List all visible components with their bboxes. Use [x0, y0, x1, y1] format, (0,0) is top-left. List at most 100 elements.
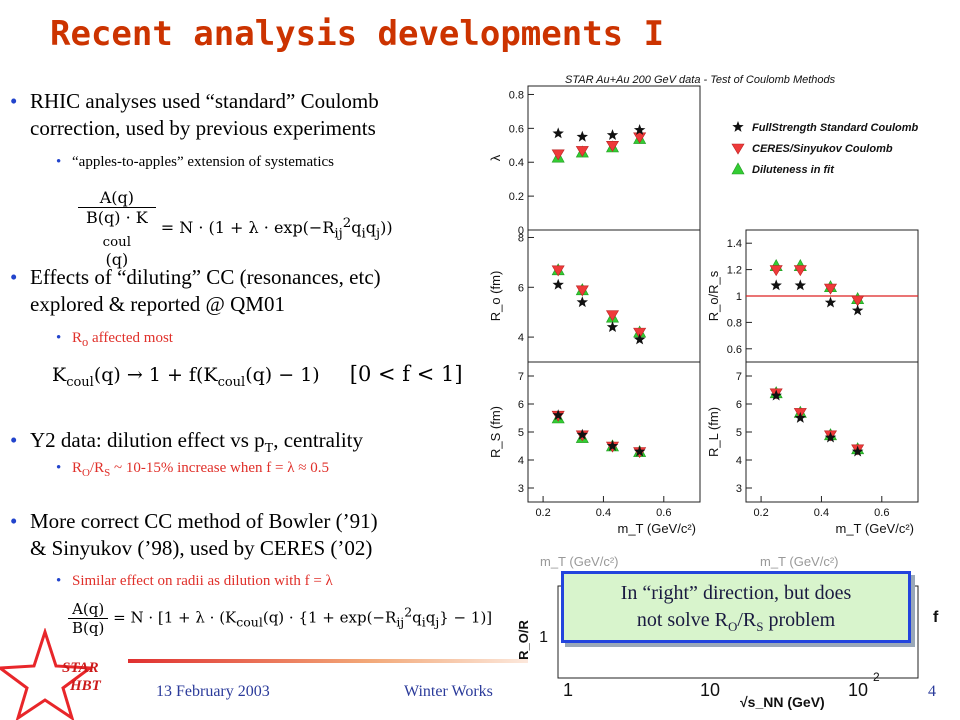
equation-fraction: A(q) B(q) [68, 600, 109, 637]
legend-label: Diluteness in fit [752, 164, 835, 176]
y-tick-label: 6 [518, 282, 524, 294]
x-tick-label: 0.2 [535, 507, 550, 519]
equation-subscript: coul [217, 374, 246, 390]
data-point-star [770, 279, 782, 291]
equation-subscript: j [435, 614, 440, 630]
data-point-star [576, 296, 588, 308]
equation-subscript: coul [236, 614, 263, 630]
bullet-text: & Sinyukov (’98), used by CERES (’02) [30, 536, 373, 560]
logo-text-star: STAR [62, 660, 99, 676]
data-point-star [576, 428, 588, 440]
data-point-star [851, 304, 864, 316]
data-point-star [606, 129, 619, 140]
star-logo [0, 628, 95, 720]
bullet-dot: • [56, 330, 62, 346]
y-tick-label: 4 [736, 455, 742, 467]
data-point-triangle-down [769, 265, 783, 277]
y-tick-label: 0.6 [727, 344, 742, 356]
bullet-dot: • [10, 265, 18, 289]
y-tick-label: 6 [736, 399, 742, 411]
equation-denominator: B(q) [72, 619, 105, 637]
equation-text: (q) → 1 + f(K [93, 364, 218, 386]
equation-superscript: 2 [404, 604, 413, 620]
equation-subscript: j [376, 226, 381, 242]
data-point-triangle-down [633, 132, 647, 144]
equation-subscript: i [421, 614, 426, 630]
bottom-chart-x-exponent: 2 [873, 670, 880, 684]
y-tick-label: 1.4 [727, 238, 742, 250]
legend-marker-triangle-down [731, 143, 745, 155]
y-axis-label: R_o/R_s [706, 270, 721, 321]
y-tick-label: 5 [518, 427, 524, 439]
x-tick-label: 0.2 [753, 507, 768, 519]
data-point-star [633, 124, 646, 135]
equation-text: )) [380, 218, 393, 238]
footer-date: 13 February 2003 [156, 683, 270, 700]
y-tick-label: 1 [736, 291, 742, 303]
equation-text: q [425, 608, 436, 627]
callout-subscript: O [727, 619, 738, 634]
bottom-chart-x-tick: 10 [848, 680, 868, 700]
star-logo-shape [0, 628, 95, 720]
data-point-star [824, 296, 837, 308]
bullet-dot: • [56, 573, 62, 589]
equation-subscript: i [361, 226, 366, 242]
data-point-triangle-down [551, 265, 565, 277]
logo-text-hbt: HBT [70, 678, 101, 694]
equation-text: } − 1)] [439, 608, 493, 627]
bullet-text: correction, used by previous experiments [30, 116, 376, 140]
panel-frame [527, 361, 701, 503]
data-point-triangle-down [633, 327, 647, 339]
sub-bullet-text: “apples-to-apples” extension of systemat… [72, 154, 335, 170]
y-tick-label: 4 [518, 332, 524, 344]
equation-text: q [351, 218, 362, 238]
equation-text: (q) · {1 + exp(−R [262, 608, 397, 627]
equation-standard-coulomb: A(q) B(q) · K coul (q) = N · (1 + λ · exp(… [78, 188, 393, 269]
data-point-star [851, 445, 864, 457]
legend-marker-star [732, 121, 744, 132]
sub-bullet-subscript: S [104, 467, 111, 479]
callout-box: In “right” direction, but does not solve… [561, 571, 911, 643]
y-tick-label: 4 [518, 455, 524, 467]
data-point-star [824, 431, 837, 443]
bullet-text: , centrality [273, 428, 363, 452]
bottom-chart-x-label: √s_NN (GeV) [740, 694, 825, 710]
equation-text: B(q) · K [86, 208, 148, 227]
data-point-triangle-down [605, 140, 620, 152]
data-point-triangle-down [575, 146, 589, 157]
equation-text: = N · [1 + λ · (K [113, 608, 237, 627]
equation-text: K [52, 364, 67, 386]
y-tick-label: 0 [518, 225, 524, 237]
callout-text: not solve R [636, 609, 728, 631]
data-point-star [794, 279, 806, 291]
sub-bullet-subscript: O [82, 467, 90, 479]
equation-denominator: B(q) · K coul (q) [78, 208, 156, 269]
chart-title: STAR Au+Au 200 GeV data - Test of Coulom… [565, 74, 836, 86]
y-tick-label: 0.8 [509, 89, 524, 101]
footer-page-number: 4 [928, 683, 936, 700]
equation-subscript: coul [102, 235, 132, 251]
data-point-star [794, 412, 806, 423]
bullet-subscript: T [264, 441, 274, 457]
y-tick-label: 5 [736, 427, 742, 439]
data-point-star [606, 321, 619, 332]
data-point-triangle-down [575, 285, 589, 297]
panel-frame [527, 85, 701, 231]
bullet-text: RHIC analyses used “standard” Coulomb [30, 89, 379, 113]
equation-text: (q) [105, 250, 129, 270]
legend-label: CERES/Sinyukov Coulomb [752, 143, 893, 155]
bullet-bowler: • More correct CC method of Bowler (’91)… [8, 508, 488, 562]
callout-text: /R [737, 609, 757, 631]
y-tick-label: 7 [518, 371, 524, 383]
slide-title: Recent analysis developments I [50, 14, 665, 54]
y-tick-label: 0.8 [727, 317, 742, 329]
y-axis-label: R_o (fm) [488, 271, 503, 322]
data-point-star [552, 278, 564, 290]
legend-marker-triangle-up [731, 162, 745, 175]
equation-subscript: ij [334, 226, 343, 242]
bullet-dot: • [10, 428, 18, 452]
y-tick-label: 3 [518, 483, 524, 495]
y-tick-label: 0.4 [509, 157, 524, 169]
equation-numerator: A(q) [78, 188, 156, 208]
